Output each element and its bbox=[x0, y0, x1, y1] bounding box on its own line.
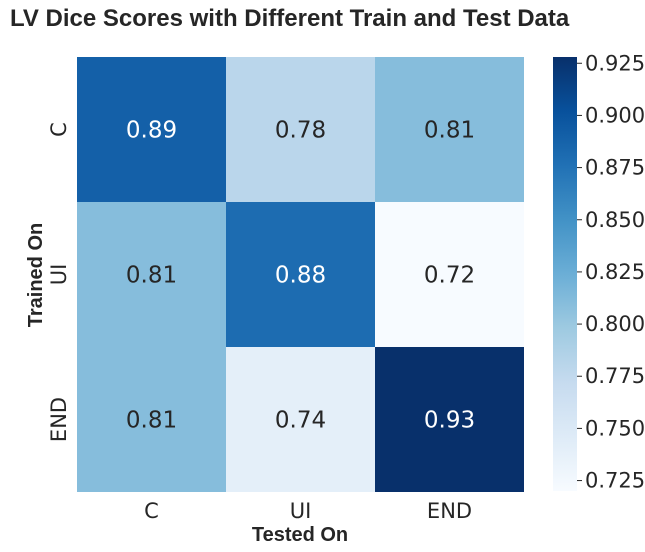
colorbar-tick-label: 0.750 bbox=[585, 416, 645, 440]
cell-value-label: 0.93 bbox=[424, 408, 475, 434]
heatmap-cell bbox=[77, 202, 226, 347]
colorbar-tick-label: 0.775 bbox=[585, 364, 645, 388]
x-axis-label: Tested On bbox=[252, 524, 348, 546]
heatmap-cell bbox=[375, 202, 524, 347]
colorbar-tick-label: 0.800 bbox=[585, 312, 645, 336]
y-tick-labels: C UI END bbox=[47, 122, 71, 442]
cell-value-label: 0.81 bbox=[424, 118, 475, 144]
cell-value-label: 0.74 bbox=[275, 408, 326, 434]
x-tick-label: C bbox=[144, 499, 159, 523]
cell-value-label: 0.81 bbox=[126, 263, 177, 289]
x-tick-label: END bbox=[427, 499, 472, 523]
colorbar-tick-label: 0.900 bbox=[585, 103, 645, 127]
colorbar-tick-label: 0.725 bbox=[585, 469, 645, 493]
colorbar bbox=[553, 57, 577, 491]
heatmap-cell bbox=[77, 57, 226, 202]
heatmap-cell bbox=[226, 57, 375, 202]
heatmap-cell bbox=[375, 57, 524, 202]
heatmap-cells bbox=[77, 57, 524, 492]
heatmap-cell bbox=[77, 347, 226, 492]
heatmap-cell bbox=[226, 202, 375, 347]
cell-value-label: 0.78 bbox=[275, 118, 326, 144]
y-tick-label: UI bbox=[47, 264, 71, 286]
y-tick-label: END bbox=[47, 397, 71, 442]
colorbar-tick-label: 0.925 bbox=[585, 51, 645, 75]
colorbar-tick-label: 0.875 bbox=[585, 156, 645, 180]
cell-value-label: 0.88 bbox=[275, 263, 326, 289]
x-tick-labels: C UI END bbox=[144, 499, 472, 523]
colorbar-ticks: 0.725 0.750 0.775 0.800 0.825 0.850 0.875 0.900… bbox=[577, 51, 645, 493]
chart-title: LV Dice Scores with Different Train and … bbox=[10, 5, 570, 32]
x-tick-label: UI bbox=[290, 499, 312, 523]
colorbar-tick-label: 0.825 bbox=[585, 260, 645, 284]
y-axis-label: Trained On bbox=[25, 223, 47, 327]
cell-value-label: 0.81 bbox=[126, 408, 177, 434]
heatmap-cell bbox=[226, 347, 375, 492]
y-tick-label: C bbox=[47, 122, 71, 137]
heatmap-cell bbox=[375, 347, 524, 492]
cell-value-label: 0.72 bbox=[424, 263, 475, 289]
cell-value-label: 0.89 bbox=[126, 118, 177, 144]
heatmap-cell-labels: 0.89 0.78 0.81 0.81 0.88 0.72 0.81 0.74 0.93 bbox=[126, 118, 475, 434]
colorbar-tick-label: 0.850 bbox=[585, 208, 645, 232]
